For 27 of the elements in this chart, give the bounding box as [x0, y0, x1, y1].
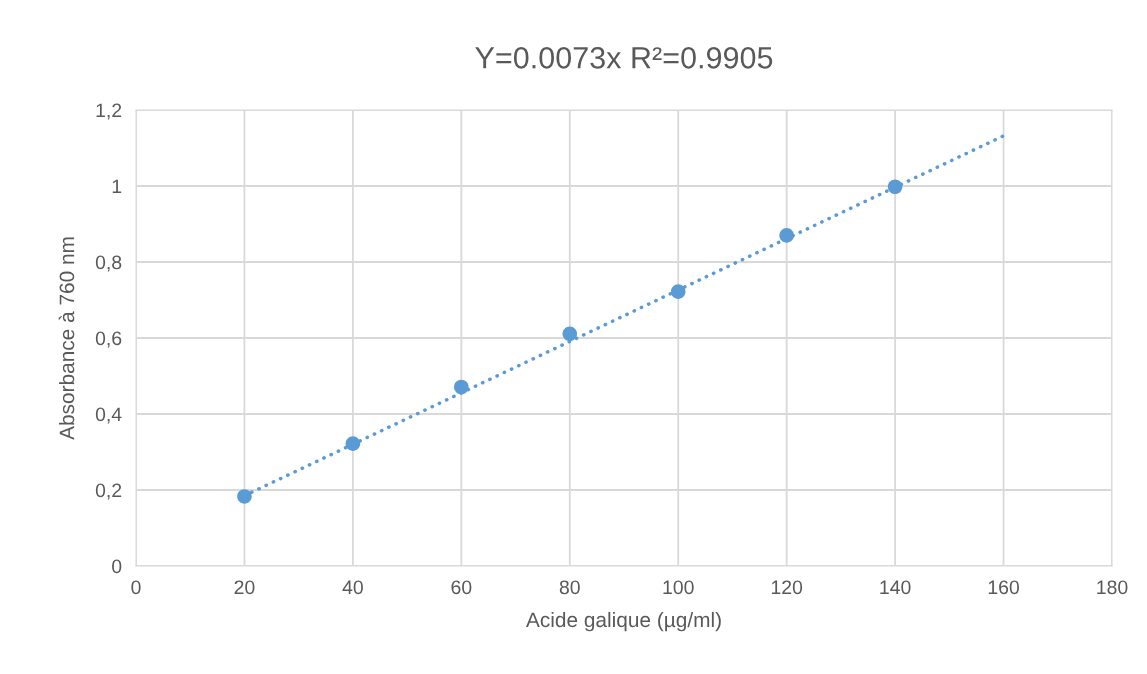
x-tick-label: 120 [771, 580, 803, 595]
y-tick-label: 0,6 [95, 331, 122, 348]
y-tick-label: 0,8 [95, 255, 122, 272]
x-tick-label: 60 [451, 580, 472, 595]
x-tick-label: 140 [880, 580, 911, 595]
y-tick-label: 0 [112, 559, 122, 574]
x-tick-label: 0 [131, 580, 141, 595]
point [562, 326, 578, 342]
y-tick-label: 1,2 [96, 103, 122, 120]
x-tick-label: 20 [234, 580, 255, 595]
point [345, 436, 361, 451]
chart-title: Y=0.0073x R²=0.9905 [475, 47, 773, 69]
point [779, 228, 794, 243]
point [887, 179, 903, 195]
x-tick-label: 160 [988, 580, 1020, 595]
point [237, 489, 252, 504]
x-tick-label: 80 [559, 580, 580, 595]
point [670, 284, 686, 299]
point [454, 379, 469, 395]
x-axis-title: Acide galique (µg/ml) [525, 611, 721, 632]
y-tick-label: 1 [112, 179, 122, 194]
x-tick-label: 180 [1097, 580, 1128, 595]
y-tick-label: 0,2 [95, 483, 122, 500]
x-tick-label: 40 [342, 580, 363, 595]
y-axis-title: Absorbance à 760 nm [58, 237, 75, 440]
y-tick-label: 0,4 [95, 407, 122, 424]
x-tick-label: 100 [663, 580, 694, 595]
